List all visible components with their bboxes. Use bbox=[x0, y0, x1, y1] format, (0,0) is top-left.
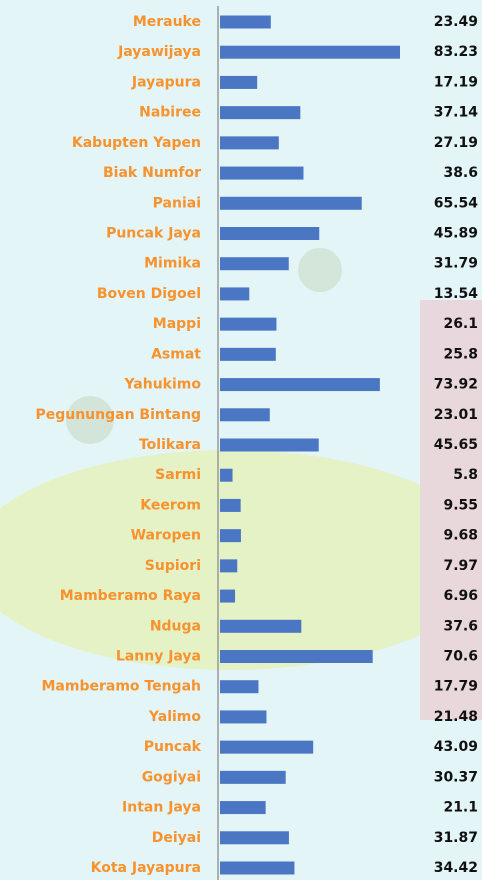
category-label: Paniai bbox=[153, 195, 201, 211]
bar bbox=[220, 166, 304, 180]
value-label: 45.65 bbox=[434, 437, 478, 453]
bar bbox=[220, 438, 319, 452]
category-label: Asmat bbox=[151, 346, 201, 362]
category-label: Mappi bbox=[153, 316, 201, 332]
value-label: 21.48 bbox=[434, 709, 478, 725]
value-label: 38.6 bbox=[443, 165, 478, 181]
value-label: 25.8 bbox=[443, 346, 478, 362]
category-label: Yahukimo bbox=[123, 377, 201, 393]
value-label: 43.09 bbox=[434, 739, 478, 755]
category-label: Merauke bbox=[133, 14, 201, 30]
bar bbox=[220, 106, 301, 120]
bar bbox=[220, 408, 270, 422]
value-label: 31.87 bbox=[434, 830, 478, 846]
value-label: 31.79 bbox=[434, 256, 478, 272]
value-label: 6.96 bbox=[443, 588, 478, 604]
bar bbox=[220, 317, 277, 331]
category-label: Biak Numfor bbox=[103, 165, 201, 181]
value-label: 65.54 bbox=[434, 195, 479, 211]
category-label: Sarmi bbox=[155, 467, 201, 483]
bar bbox=[220, 680, 259, 694]
bar bbox=[220, 498, 241, 512]
bar bbox=[220, 196, 362, 210]
background-decoration bbox=[0, 248, 482, 720]
value-label: 9.55 bbox=[443, 497, 478, 513]
value-label: 13.54 bbox=[434, 286, 479, 302]
bar bbox=[220, 589, 236, 603]
bar bbox=[220, 136, 279, 150]
bar bbox=[220, 619, 302, 633]
category-label: Mimika bbox=[144, 256, 201, 272]
category-label: Pegunungan Bintang bbox=[35, 407, 201, 423]
bar bbox=[220, 559, 238, 573]
category-label: Deiyai bbox=[152, 830, 201, 846]
category-label: Lanny Jaya bbox=[116, 649, 201, 665]
value-label: 34.42 bbox=[434, 860, 478, 876]
value-label: 23.01 bbox=[434, 407, 478, 423]
bar bbox=[220, 710, 267, 724]
value-label: 9.68 bbox=[443, 528, 478, 544]
category-label: Puncak Jaya bbox=[106, 226, 201, 242]
value-label: 70.6 bbox=[443, 649, 478, 665]
value-label: 27.19 bbox=[434, 135, 478, 151]
bar bbox=[220, 347, 276, 361]
bar bbox=[220, 378, 380, 392]
value-label: 73.92 bbox=[434, 377, 478, 393]
category-label: Jayawijaya bbox=[117, 44, 201, 60]
category-label: Supiori bbox=[145, 558, 201, 574]
bar bbox=[220, 45, 400, 59]
value-label: 30.37 bbox=[434, 769, 478, 785]
value-label: 23.49 bbox=[434, 14, 478, 30]
category-label: Jayapura bbox=[131, 74, 201, 90]
value-label: 7.97 bbox=[443, 558, 478, 574]
bar bbox=[220, 861, 295, 875]
value-label: 17.79 bbox=[434, 679, 478, 695]
value-label: 37.14 bbox=[434, 105, 479, 121]
bar bbox=[220, 287, 250, 301]
value-label: 83.23 bbox=[434, 44, 478, 60]
category-label: Gogiyai bbox=[142, 769, 201, 785]
value-label: 17.19 bbox=[434, 74, 478, 90]
bar bbox=[220, 227, 320, 240]
bar bbox=[220, 831, 289, 845]
category-label: Kabupten Yapen bbox=[72, 135, 201, 151]
value-label: 26.1 bbox=[443, 316, 478, 332]
category-label: Kota Jayapura bbox=[91, 860, 201, 876]
value-label: 21.1 bbox=[443, 800, 478, 816]
bar bbox=[220, 770, 286, 784]
bar bbox=[220, 15, 271, 29]
category-label: Waropen bbox=[131, 528, 201, 544]
category-label: Intan Jaya bbox=[122, 800, 201, 816]
value-label: 45.89 bbox=[434, 226, 478, 242]
category-label: Keerom bbox=[140, 497, 201, 513]
bar bbox=[220, 75, 258, 89]
category-label: Boven Digoel bbox=[97, 286, 201, 302]
category-label: Puncak bbox=[144, 739, 202, 755]
category-label: Mamberamo Tengah bbox=[41, 679, 201, 695]
bar bbox=[220, 801, 266, 815]
category-label: Nduga bbox=[150, 618, 201, 634]
category-label: Yalimo bbox=[148, 709, 201, 725]
category-label: Nabiree bbox=[139, 105, 201, 121]
value-label: 37.6 bbox=[443, 618, 478, 634]
bar bbox=[220, 468, 233, 482]
category-label: Tolikara bbox=[139, 437, 201, 453]
bar bbox=[220, 257, 289, 271]
category-label: Mamberamo Raya bbox=[60, 588, 201, 604]
bar bbox=[220, 650, 373, 663]
value-label: 5.8 bbox=[453, 467, 478, 483]
bar bbox=[220, 740, 314, 754]
bar bbox=[220, 529, 241, 543]
